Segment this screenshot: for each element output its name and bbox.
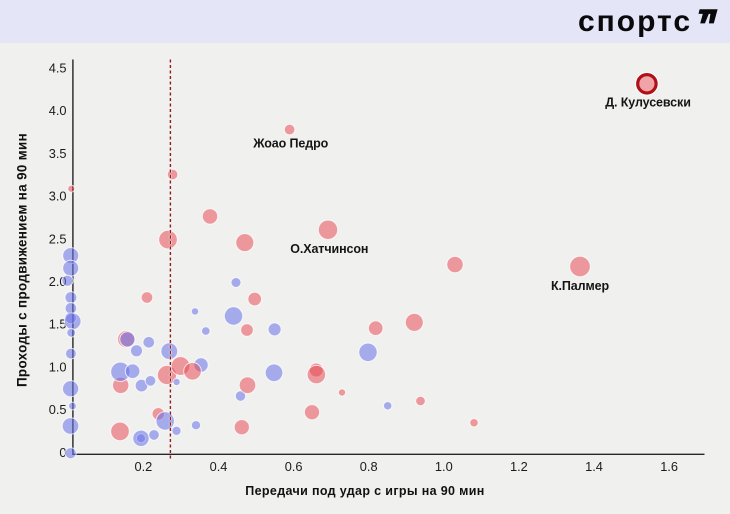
svg-text:4.5: 4.5 <box>49 61 67 76</box>
svg-text:О.Хатчинсон: О.Хатчинсон <box>290 242 368 256</box>
svg-text:0: 0 <box>59 445 66 460</box>
svg-text:Передачи под удар с игры на 90: Передачи под удар с игры на 90 мин <box>245 484 484 498</box>
svg-text:Д. Кулусевски: Д. Кулусевски <box>605 96 691 110</box>
svg-text:0.6: 0.6 <box>285 459 303 474</box>
svg-text:2.5: 2.5 <box>49 231 67 246</box>
svg-text:0.8: 0.8 <box>360 459 378 474</box>
svg-text:Проходы с продвижением на 90 м: Проходы с продвижением на 90 мин <box>15 133 30 387</box>
svg-text:Жоао Педро: Жоао Педро <box>252 137 328 151</box>
svg-text:3.5: 3.5 <box>49 146 67 161</box>
svg-text:1.4: 1.4 <box>585 459 603 474</box>
svg-text:К.Палмер: К.Палмер <box>551 279 609 293</box>
svg-text:4.0: 4.0 <box>49 103 67 118</box>
svg-text:1.2: 1.2 <box>510 459 528 474</box>
svg-text:1.0: 1.0 <box>49 359 67 374</box>
svg-text:0.2: 0.2 <box>135 459 153 474</box>
svg-text:0.5: 0.5 <box>49 402 67 417</box>
svg-text:0.4: 0.4 <box>210 459 228 474</box>
svg-text:3.0: 3.0 <box>49 189 67 204</box>
svg-text:1.6: 1.6 <box>660 459 678 474</box>
svg-text:1.5: 1.5 <box>49 317 67 332</box>
svg-text:1.0: 1.0 <box>435 459 453 474</box>
svg-text:спортс: спортс <box>578 5 692 38</box>
